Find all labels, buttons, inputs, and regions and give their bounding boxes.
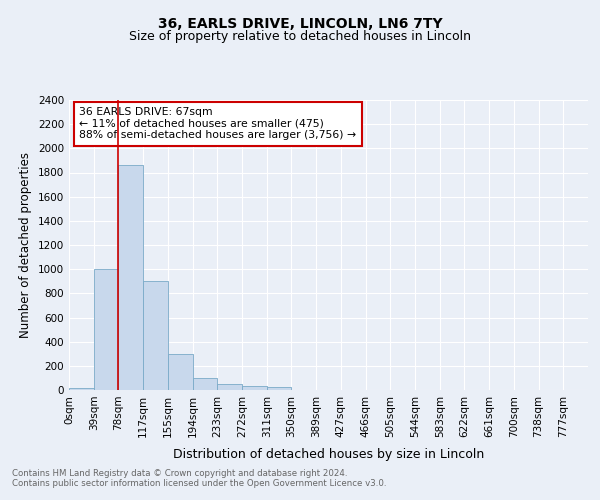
Bar	[267, 387, 292, 390]
Bar	[143, 281, 168, 390]
Bar	[94, 269, 118, 390]
Bar	[118, 165, 143, 390]
Bar	[69, 388, 94, 390]
Text: Contains HM Land Registry data © Crown copyright and database right 2024.: Contains HM Land Registry data © Crown c…	[12, 469, 347, 478]
Text: 36, EARLS DRIVE, LINCOLN, LN6 7TY: 36, EARLS DRIVE, LINCOLN, LN6 7TY	[158, 18, 442, 32]
Text: Contains public sector information licensed under the Open Government Licence v3: Contains public sector information licen…	[12, 479, 386, 488]
Bar	[217, 384, 242, 390]
Bar	[168, 354, 193, 390]
Text: 36 EARLS DRIVE: 67sqm
← 11% of detached houses are smaller (475)
88% of semi-det: 36 EARLS DRIVE: 67sqm ← 11% of detached …	[79, 108, 356, 140]
Text: Size of property relative to detached houses in Lincoln: Size of property relative to detached ho…	[129, 30, 471, 43]
Bar	[193, 378, 217, 390]
Bar	[242, 386, 267, 390]
X-axis label: Distribution of detached houses by size in Lincoln: Distribution of detached houses by size …	[173, 448, 484, 461]
Y-axis label: Number of detached properties: Number of detached properties	[19, 152, 32, 338]
